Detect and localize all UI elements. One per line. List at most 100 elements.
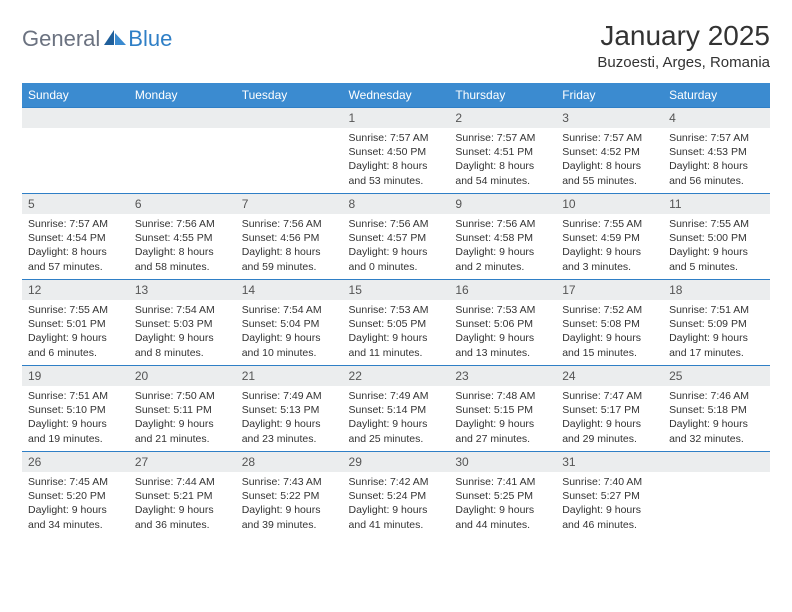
daylight1-text: Daylight: 9 hours — [455, 245, 550, 259]
sunrise-text: Sunrise: 7:55 AM — [28, 303, 123, 317]
daylight2-text: and 13 minutes. — [455, 346, 550, 360]
daynum-wrap: 18 — [663, 280, 770, 300]
sunrise-text: Sunrise: 7:55 AM — [562, 217, 657, 231]
sunset-text: Sunset: 5:24 PM — [349, 489, 444, 503]
calendar-cell: 29Sunrise: 7:42 AMSunset: 5:24 PMDayligh… — [343, 452, 450, 538]
day-number: 18 — [669, 283, 764, 297]
daynum-wrap: 10 — [556, 194, 663, 214]
daylight2-text: and 44 minutes. — [455, 518, 550, 532]
daylight1-text: Daylight: 9 hours — [455, 331, 550, 345]
sunrise-text: Sunrise: 7:56 AM — [135, 217, 230, 231]
day-number: 21 — [242, 369, 337, 383]
sunset-text: Sunset: 5:22 PM — [242, 489, 337, 503]
cell-body: Sunrise: 7:53 AMSunset: 5:05 PMDaylight:… — [343, 300, 450, 363]
calendar-cell: 31Sunrise: 7:40 AMSunset: 5:27 PMDayligh… — [556, 452, 663, 538]
daynum-wrap: 11 — [663, 194, 770, 214]
sunset-text: Sunset: 4:53 PM — [669, 145, 764, 159]
weekday-header: Saturday — [663, 83, 770, 108]
cell-body: Sunrise: 7:47 AMSunset: 5:17 PMDaylight:… — [556, 386, 663, 449]
sunrise-text: Sunrise: 7:46 AM — [669, 389, 764, 403]
calendar-cell: 20 Sunrise: 7:50 AMSunset: 5:11 PMDayligh… — [129, 366, 236, 452]
daylight1-text: Daylight: 9 hours — [28, 417, 123, 431]
cell-body: Sunrise: 7:56 AMSunset: 4:55 PMDaylight:… — [129, 214, 236, 277]
sunset-text: Sunset: 4:50 PM — [349, 145, 444, 159]
daylight1-text: Daylight: 8 hours — [28, 245, 123, 259]
daynum-wrap: 21 — [236, 366, 343, 386]
daylight2-text: and 17 minutes. — [669, 346, 764, 360]
sunset-text: Sunset: 5:05 PM — [349, 317, 444, 331]
calendar-cell — [129, 108, 236, 194]
calendar-cell: 4Sunrise: 7:57 AMSunset: 4:53 PMDaylight… — [663, 108, 770, 194]
sunrise-text: Sunrise: 7:55 AM — [669, 217, 764, 231]
calendar-cell — [236, 108, 343, 194]
cell-body: Sunrise: 7:57 AMSunset: 4:54 PMDaylight:… — [22, 214, 129, 277]
daynum-wrap: 20 — [129, 366, 236, 386]
daylight2-text: and 6 minutes. — [28, 346, 123, 360]
daylight1-text: Daylight: 9 hours — [349, 417, 444, 431]
daylight2-text: and 5 minutes. — [669, 260, 764, 274]
calendar-cell: 17Sunrise: 7:52 AMSunset: 5:08 PMDayligh… — [556, 280, 663, 366]
day-number: 23 — [455, 369, 550, 383]
day-number: 22 — [349, 369, 444, 383]
calendar-cell — [22, 108, 129, 194]
calendar-week-row: 26Sunrise: 7:45 AMSunset: 5:20 PMDayligh… — [22, 452, 770, 538]
daynum-wrap: 1 — [343, 108, 450, 128]
sunrise-text: Sunrise: 7:43 AM — [242, 475, 337, 489]
daynum-wrap: 26 — [22, 452, 129, 472]
daylight1-text: Daylight: 9 hours — [242, 331, 337, 345]
calendar-cell: 16Sunrise: 7:53 AMSunset: 5:06 PMDayligh… — [449, 280, 556, 366]
sunrise-text: Sunrise: 7:48 AM — [455, 389, 550, 403]
calendar-cell: 7Sunrise: 7:56 AMSunset: 4:56 PMDaylight… — [236, 194, 343, 280]
daylight1-text: Daylight: 9 hours — [455, 503, 550, 517]
day-number: 19 — [28, 369, 123, 383]
daynum-wrap — [22, 108, 129, 128]
sunrise-text: Sunrise: 7:40 AM — [562, 475, 657, 489]
calendar-cell: 13Sunrise: 7:54 AMSunset: 5:03 PMDayligh… — [129, 280, 236, 366]
daynum-wrap: 30 — [449, 452, 556, 472]
sunset-text: Sunset: 4:57 PM — [349, 231, 444, 245]
sunset-text: Sunset: 4:58 PM — [455, 231, 550, 245]
calendar-cell: 11Sunrise: 7:55 AMSunset: 5:00 PMDayligh… — [663, 194, 770, 280]
cell-body: Sunrise: 7:56 AMSunset: 4:57 PMDaylight:… — [343, 214, 450, 277]
sunset-text: Sunset: 4:54 PM — [28, 231, 123, 245]
calendar-week-row: 1 Sunrise: 7:57 AM Sunset: 4:50 PMDaylight… — [22, 108, 770, 194]
daylight1-text: Daylight: 9 hours — [562, 503, 657, 517]
sunset-text: Sunset: 5:01 PM — [28, 317, 123, 331]
day-number: 20 — [135, 369, 230, 383]
daylight2-text: and 29 minutes. — [562, 432, 657, 446]
daylight1-text: Daylight: 9 hours — [28, 503, 123, 517]
day-number: 5 — [28, 197, 123, 211]
logo-text-general: General — [22, 26, 100, 52]
calendar-week-row: 12Sunrise: 7:55 AMSunset: 5:01 PMDayligh… — [22, 280, 770, 366]
daylight2-text: and 0 minutes. — [349, 260, 444, 274]
daynum-wrap: 16 — [449, 280, 556, 300]
daynum-wrap: 14 — [236, 280, 343, 300]
cell-body: Sunrise: 7:49 AMSunset: 5:13 PMDaylight:… — [236, 386, 343, 449]
weekday-header: Monday — [129, 83, 236, 108]
sunrise-text: Sunrise: 7:57 AM — [455, 131, 550, 145]
sunrise-text: Sunrise: 7:52 AM — [562, 303, 657, 317]
daylight1-text: Daylight: 8 hours — [349, 159, 444, 173]
daynum-wrap: 24 — [556, 366, 663, 386]
daylight1-text: Daylight: 9 hours — [562, 417, 657, 431]
cell-body: Sunrise: 7:53 AMSunset: 5:06 PMDaylight:… — [449, 300, 556, 363]
day-number: 10 — [562, 197, 657, 211]
sunrise-text: Sunrise: 7:56 AM — [242, 217, 337, 231]
day-number: 27 — [135, 455, 230, 469]
daylight2-text: and 41 minutes. — [349, 518, 444, 532]
weekday-header: Friday — [556, 83, 663, 108]
daynum-wrap: 27 — [129, 452, 236, 472]
logo: General Blue — [22, 26, 172, 52]
sunset-text: Sunset: 5:25 PM — [455, 489, 550, 503]
daynum-wrap: 6 — [129, 194, 236, 214]
daylight1-text: Daylight: 9 hours — [135, 417, 230, 431]
calendar-cell: 6Sunrise: 7:56 AMSunset: 4:55 PMDaylight… — [129, 194, 236, 280]
sunset-text: Sunset: 4:51 PM — [455, 145, 550, 159]
sunset-text: Sunset: 5:10 PM — [28, 403, 123, 417]
cell-body: Sunrise: 7:50 AMSunset: 5:11 PMDaylight:… — [129, 386, 236, 449]
cell-body: Sunrise: 7:57 AMSunset: 4:52 PMDaylight:… — [556, 128, 663, 191]
day-number: 15 — [349, 283, 444, 297]
day-number: 2 — [455, 111, 550, 125]
cell-body: Sunrise: 7:54 AMSunset: 5:04 PMDaylight:… — [236, 300, 343, 363]
sunset-text: Sunset: 5:18 PM — [669, 403, 764, 417]
